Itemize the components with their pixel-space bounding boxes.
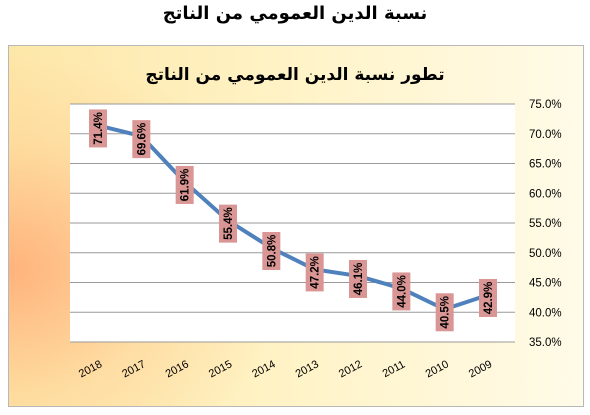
- data-label: 40.5%: [435, 293, 454, 332]
- data-label-box: [219, 204, 237, 243]
- y-tick-label: 65.0%: [529, 159, 562, 171]
- data-label: 50.8%: [262, 231, 281, 270]
- data-labels: 71.4% 69.6% 61.9% 55.4% 50.8% 47.2% 46.1% 44.0%…: [89, 109, 497, 332]
- x-tick-label: 2009: [467, 358, 494, 380]
- data-label-text: 47.2%: [310, 256, 322, 289]
- data-label-text: 42.9%: [483, 282, 495, 315]
- x-tick-label: 2015: [207, 358, 234, 380]
- data-label: 42.9%: [479, 278, 497, 317]
- page-heading: نسبة الدين العمومي من الناتج: [162, 3, 428, 24]
- x-tick-label: 2012: [337, 358, 364, 380]
- y-tick-label: 50.0%: [529, 248, 562, 260]
- x-tick-label: 2014: [250, 358, 277, 380]
- data-label: 69.6%: [132, 120, 151, 159]
- x-tick-label: 2011: [381, 359, 408, 381]
- x-tick-label: 2016: [164, 358, 191, 380]
- y-tick-label: 70.0%: [529, 129, 562, 141]
- data-label-text: 69.6%: [136, 123, 148, 156]
- y-tick-label: 60.0%: [529, 188, 562, 200]
- data-label-text: 50.8%: [266, 235, 278, 268]
- series-line-layer: [96, 123, 490, 312]
- data-label-box: [175, 165, 194, 204]
- y-axis-ticks: 75.0% 70.0% 65.0% 60.0% 55.0% 50.0% 45.0% 40.0%…: [529, 99, 562, 349]
- data-label: 44.0%: [392, 272, 411, 311]
- data-label-box: [435, 293, 454, 332]
- data-label-text: 61.9%: [180, 169, 192, 202]
- data-label: 47.2%: [305, 253, 324, 292]
- x-tick-label: 2013: [294, 358, 321, 380]
- x-tick-label: 2010: [424, 358, 451, 380]
- data-label: 71.4%: [89, 109, 107, 148]
- chart-title: تطور نسبة الدين العمومي من الناتج: [145, 65, 444, 85]
- data-label-box: [89, 109, 107, 148]
- data-label-box: [262, 231, 281, 270]
- data-label-text: 44.0%: [396, 275, 408, 308]
- x-axis-ticks: 2018 2017 2016 2015 2014 2013 2012 2011 2010 2009: [77, 358, 494, 380]
- y-tick-label: 45.0%: [529, 278, 562, 290]
- data-label-box: [349, 259, 367, 298]
- x-tick-label: 2017: [120, 358, 147, 380]
- y-tick-label: 75.0%: [529, 99, 562, 111]
- data-label-text: 40.5%: [440, 296, 452, 329]
- x-tick-label: 2018: [77, 358, 104, 380]
- y-tick-label: 35.0%: [529, 337, 562, 349]
- y-tick-label: 55.0%: [529, 218, 562, 230]
- data-label-box: [479, 278, 497, 317]
- data-label: 46.1%: [349, 259, 367, 298]
- data-label: 55.4%: [219, 204, 237, 243]
- data-label: 61.9%: [175, 165, 194, 204]
- data-label-box: [132, 120, 151, 159]
- data-label-box: [305, 253, 324, 292]
- data-label-text: 71.4%: [93, 112, 105, 145]
- series-line: [96, 123, 490, 312]
- data-label-text: 55.4%: [223, 207, 235, 240]
- data-label-text: 46.1%: [353, 263, 365, 296]
- data-label-box: [392, 272, 411, 311]
- y-tick-label: 40.0%: [529, 307, 562, 319]
